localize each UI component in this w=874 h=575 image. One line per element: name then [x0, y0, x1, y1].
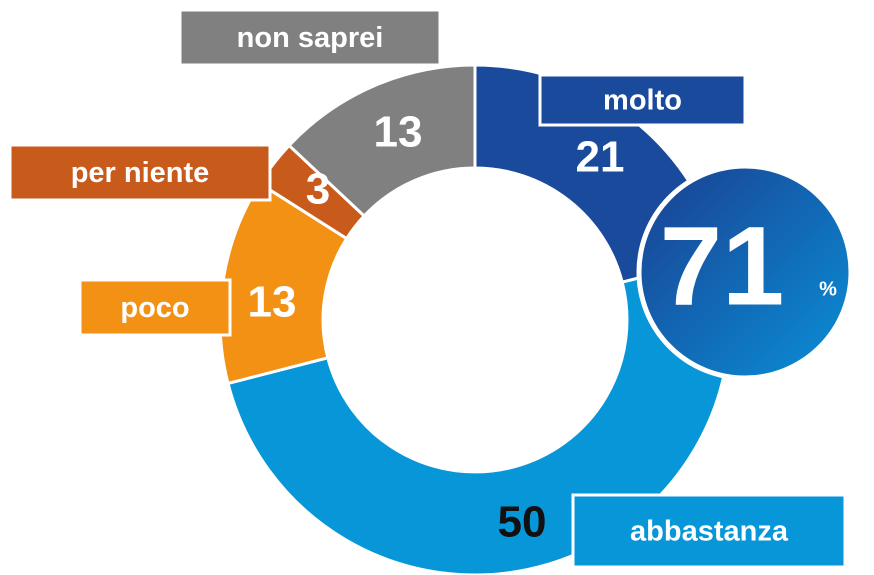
value-label: 13	[248, 278, 297, 327]
highlight-unit: %	[819, 278, 837, 300]
category-label: poco	[120, 292, 189, 324]
category-box	[571, 493, 847, 569]
value-label: 13	[374, 108, 423, 157]
category-box	[538, 73, 747, 127]
category-label: abbastanza	[630, 516, 789, 548]
category-label: non saprei	[237, 22, 384, 54]
value-label: 50	[498, 498, 547, 547]
category-box	[78, 278, 232, 337]
value-label: 3	[306, 165, 330, 214]
category-box	[178, 8, 442, 67]
labels: molto 21 abbastanza 50 poco 13 per niente 3 non …	[8, 8, 847, 569]
slice	[286, 63, 477, 219]
value-label: 21	[576, 133, 625, 182]
category-label: per niente	[71, 157, 210, 189]
highlight-value: 71	[660, 204, 785, 329]
highlight-circle	[636, 163, 854, 381]
category-box	[8, 143, 272, 202]
category-label: molto	[603, 85, 682, 117]
